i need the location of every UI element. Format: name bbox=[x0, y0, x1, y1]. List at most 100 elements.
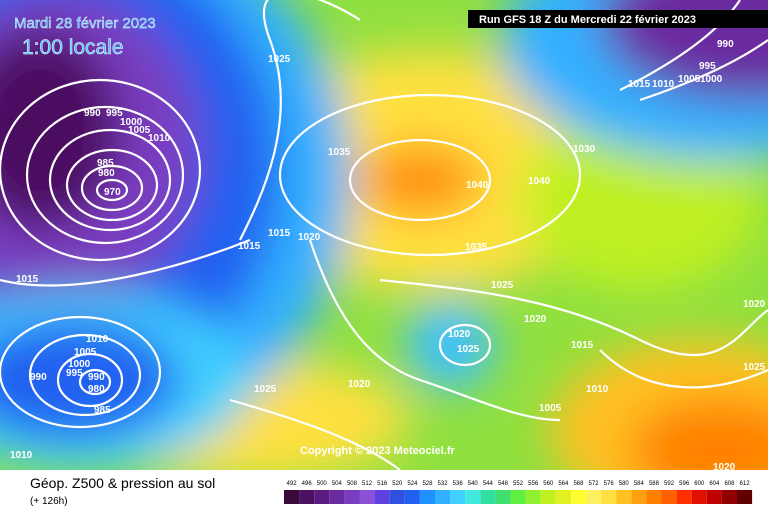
isobar-label: 1025 bbox=[743, 362, 766, 373]
scale-swatch bbox=[737, 490, 753, 504]
scale-swatch bbox=[465, 490, 481, 504]
isobar-label: 985 bbox=[94, 405, 111, 416]
scale-label: 592 bbox=[664, 481, 675, 487]
scale-label: 600 bbox=[694, 481, 705, 487]
scale-label: 504 bbox=[332, 481, 343, 487]
scale-label: 544 bbox=[483, 481, 494, 487]
isobar-label: 1005 bbox=[74, 347, 97, 358]
scale-label: 528 bbox=[422, 481, 433, 487]
isobar-label: 990 bbox=[88, 372, 105, 383]
isobar-label: 1010 bbox=[86, 334, 109, 345]
scale-swatch bbox=[344, 490, 360, 504]
scale-swatch bbox=[435, 490, 451, 504]
isobar-label: 1015 bbox=[571, 340, 594, 351]
scale-swatch bbox=[329, 490, 345, 504]
isobar-label: 1015 bbox=[628, 79, 651, 90]
isobar-label: 1025 bbox=[268, 54, 291, 65]
scale-label: 540 bbox=[468, 481, 479, 487]
scale-swatch bbox=[721, 490, 737, 504]
isobar-label: 1015 bbox=[16, 274, 39, 285]
scale-swatch bbox=[495, 490, 511, 504]
scale-label: 584 bbox=[634, 481, 645, 487]
scale-swatch bbox=[555, 490, 571, 504]
scale-swatch bbox=[404, 490, 420, 504]
isobar-label: 1010 bbox=[652, 79, 675, 90]
isobar-label: 1005 bbox=[539, 403, 562, 414]
scale-swatch bbox=[480, 490, 496, 504]
scale-swatch bbox=[631, 490, 647, 504]
scale-swatch bbox=[706, 490, 722, 504]
scale-swatch bbox=[450, 490, 466, 504]
scale-swatch bbox=[389, 490, 405, 504]
isobar-label: 1030 bbox=[573, 144, 596, 155]
isobar-label: 990 bbox=[717, 39, 734, 50]
isobar-label: 1005 bbox=[128, 125, 151, 136]
isobar-label: 980 bbox=[98, 168, 115, 179]
isobar-label: 1000 bbox=[700, 74, 723, 85]
scale-swatch bbox=[586, 490, 602, 504]
scale-swatch bbox=[510, 490, 526, 504]
scale-label: 512 bbox=[362, 481, 373, 487]
scale-label: 520 bbox=[392, 481, 403, 487]
scale-swatch bbox=[525, 490, 541, 504]
isobar-label: 995 bbox=[106, 108, 123, 119]
scale-label: 596 bbox=[679, 481, 690, 487]
scale-label: 608 bbox=[724, 481, 735, 487]
footer-title: Géop. Z500 & pression au sol bbox=[30, 475, 215, 491]
footer: Géop. Z500 & pression au sol (+ 126h) 49… bbox=[30, 475, 753, 507]
isobar-label: 1020 bbox=[524, 314, 547, 325]
scale-swatch bbox=[646, 490, 662, 504]
isobar-label: 1025 bbox=[254, 384, 277, 395]
scale-swatch bbox=[299, 490, 315, 504]
scale-label: 552 bbox=[513, 481, 524, 487]
scale-label: 524 bbox=[407, 481, 418, 487]
scale-swatch bbox=[691, 490, 707, 504]
isobar-label: 1020 bbox=[713, 462, 736, 470]
scale-label: 604 bbox=[709, 481, 720, 487]
scale-swatch bbox=[540, 490, 556, 504]
isobar-label: 985 bbox=[97, 158, 114, 169]
scale-swatch bbox=[284, 490, 300, 504]
isobar-label: 1000 bbox=[120, 117, 143, 128]
isobar-label: 980 bbox=[88, 384, 105, 395]
scale-label: 536 bbox=[453, 481, 464, 487]
isobar-label: 1020 bbox=[448, 329, 471, 340]
isobar-label: 1035 bbox=[465, 242, 488, 253]
isobar-label: 1040 bbox=[528, 176, 551, 187]
scale-label: 572 bbox=[589, 481, 600, 487]
scale-swatch bbox=[676, 490, 692, 504]
isobar-label: 1020 bbox=[348, 379, 371, 390]
isobar-label: 995 bbox=[66, 368, 83, 379]
scale-label: 516 bbox=[377, 481, 388, 487]
scale-label: 496 bbox=[302, 481, 313, 487]
scale-label: 588 bbox=[649, 481, 660, 487]
isobar-label: 1025 bbox=[491, 280, 514, 291]
isobar-label: 1005 bbox=[678, 74, 701, 85]
scale-label: 612 bbox=[740, 481, 751, 487]
scale-label: 564 bbox=[558, 481, 569, 487]
scale-label: 508 bbox=[347, 481, 358, 487]
scale-label: 500 bbox=[317, 481, 328, 487]
isobar-label: 1025 bbox=[457, 344, 480, 355]
isobar-label: 1020 bbox=[298, 232, 321, 243]
isobar-label: 1015 bbox=[268, 228, 291, 239]
copyright: Copyright © 2023 Meteociel.fr bbox=[300, 445, 456, 457]
scale-label: 532 bbox=[438, 481, 449, 487]
scale-swatch bbox=[359, 490, 375, 504]
scale-swatch bbox=[661, 490, 677, 504]
scale-swatch bbox=[419, 490, 435, 504]
scale-label: 548 bbox=[498, 481, 509, 487]
run-box bbox=[468, 10, 768, 28]
time-label: 1:00 locale bbox=[22, 36, 124, 59]
scale-label: 580 bbox=[619, 481, 630, 487]
scale-label: 568 bbox=[573, 481, 584, 487]
scale-label: 560 bbox=[543, 481, 554, 487]
scale-label: 576 bbox=[604, 481, 615, 487]
isobar-label: 1020 bbox=[743, 299, 766, 310]
isobar-label: 1015 bbox=[238, 241, 261, 252]
isobar-label: 990 bbox=[30, 372, 47, 383]
isobar-label: 1040 bbox=[466, 180, 489, 191]
isobar-label: 1000 bbox=[68, 359, 91, 370]
